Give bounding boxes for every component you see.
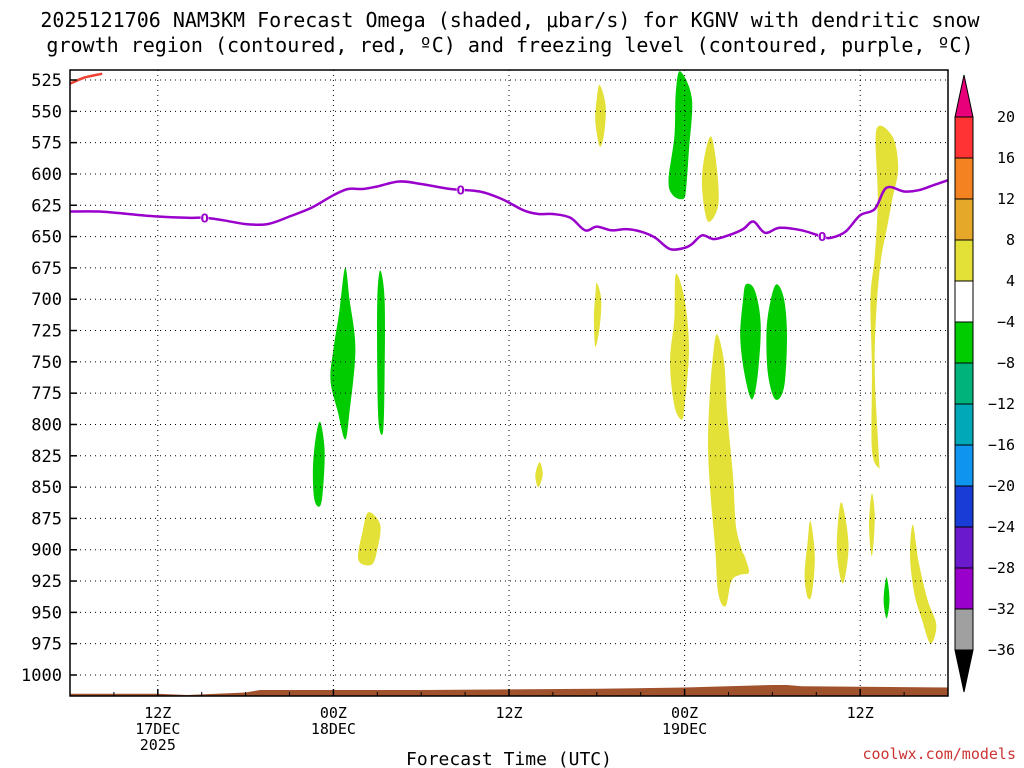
colorbar-segment-13 (954, 608, 974, 651)
xtick-label-54-0: 12Z (847, 704, 874, 722)
pressure-axis: 525 550 575 600 625 650 675 700 725 750 775 800 825 8… (21, 71, 77, 686)
ytick-label-1000: 1000 (21, 666, 62, 686)
omega-region-10 (766, 284, 787, 400)
colorbar-segment-12 (954, 567, 974, 610)
omega-region-7 (377, 270, 385, 435)
colorbar-segment-4 (954, 239, 974, 282)
colorbar-segment-10 (954, 485, 974, 528)
omega-region-16 (836, 502, 849, 584)
xtick-label-6-1: 17DEC (135, 720, 180, 738)
dotted-grid (70, 70, 948, 696)
omega-region-14 (357, 512, 381, 566)
xtick-label-30-0: 12Z (495, 704, 522, 722)
omega-region-8 (593, 282, 602, 347)
colorbar-segment-11 (954, 526, 974, 569)
omega-region-1 (595, 84, 606, 147)
ytick-label-650: 650 (31, 228, 62, 248)
colorbar-label-13: −36 (988, 641, 1015, 659)
ytick-label-700: 700 (31, 290, 62, 310)
freezing-label-bg-1 (200, 210, 209, 225)
colorbar-legend: 20 16 12 8 4 −4 −8 −12 −16 −20 −24 −28 −32 −36 (954, 74, 1015, 693)
ytick-label-625: 625 (31, 196, 62, 216)
plot-frame (69, 69, 949, 697)
colorbar-label-10: −24 (988, 518, 1015, 536)
ytick-label-975: 975 (31, 635, 62, 655)
omega-region-18 (909, 524, 937, 644)
contour-lines: 0 0 0 (69, 72, 949, 251)
omega-region-9 (740, 283, 761, 400)
omega-region-15 (804, 520, 815, 600)
omega-region-3 (701, 136, 719, 222)
freezing-level-label-3: 0 (818, 230, 826, 244)
x-axis-label: Forecast Time (UTC) (406, 749, 612, 768)
colorbar-label-7: −12 (988, 395, 1015, 413)
omega-region-17 (869, 493, 875, 557)
omega-region-11 (707, 334, 750, 607)
colorbar-label-11: −28 (988, 559, 1015, 577)
colorbar-label-5: −4 (997, 313, 1015, 331)
colorbar-segment-8 (954, 403, 974, 446)
ytick-label-950: 950 (31, 603, 62, 623)
colorbar-top-triangle (954, 74, 974, 118)
omega-region-6 (330, 267, 356, 440)
omega-region-12 (312, 421, 325, 507)
xtick-label-18-1: 18DEC (311, 720, 356, 738)
chart-title-line2: growth region (contoured, red, ºC) and f… (46, 33, 973, 57)
colorbar-label-0: 20 (997, 108, 1015, 126)
ytick-label-525: 525 (31, 71, 62, 91)
ytick-label-775: 775 (31, 384, 62, 404)
colorbar-segment-6 (954, 321, 974, 364)
xtick-label-42-1: 19DEC (662, 720, 707, 738)
colorbar-label-2: 12 (997, 190, 1015, 208)
omega-shading (312, 71, 937, 644)
omega-region-4 (670, 273, 689, 420)
freezing-level-label-2: 0 (457, 183, 465, 197)
omega-region-5 (870, 125, 899, 472)
colorbar-segment-7 (954, 362, 974, 405)
colorbar-bottom-triangle (954, 649, 974, 693)
colorbar-label-9: −20 (988, 477, 1015, 495)
colorbar-label-8: −16 (988, 436, 1015, 454)
colorbar-label-6: −8 (997, 354, 1015, 372)
ytick-label-875: 875 (31, 509, 62, 529)
colorbar-segment-1 (954, 116, 974, 159)
freezing-label-bg-3 (818, 229, 827, 244)
chart-title-line1: 2025121706 NAM3KM Forecast Omega (shaded… (40, 8, 980, 32)
freezing-level-line (69, 179, 949, 251)
ytick-label-925: 925 (31, 572, 62, 592)
freezing-label-bg-2 (456, 182, 465, 197)
omega-region-19 (883, 577, 890, 619)
omega-region-2 (668, 71, 693, 200)
dgz-contour-line (69, 72, 103, 85)
colorbar-label-3: 8 (1006, 231, 1015, 249)
xtick-label-6-0: 12Z (144, 704, 171, 722)
ytick-label-900: 900 (31, 541, 62, 561)
xtick-label-6-2: 2025 (140, 736, 176, 754)
colorbar-segment-5 (954, 280, 974, 323)
freezing-level-label-1: 0 (200, 211, 208, 225)
site-credit: coolwx.com/models (862, 745, 1016, 763)
ytick-label-800: 800 (31, 415, 62, 435)
ytick-label-675: 675 (31, 259, 62, 279)
ytick-label-850: 850 (31, 478, 62, 498)
ytick-label-750: 750 (31, 353, 62, 373)
colorbar-segment-2 (954, 157, 974, 200)
colorbar-label-1: 16 (997, 149, 1015, 167)
omega-region-13 (535, 462, 543, 488)
colorbar-segment-9 (954, 444, 974, 487)
ytick-label-725: 725 (31, 322, 62, 342)
xtick-label-18-0: 00Z (320, 704, 347, 722)
xtick-label-42-0: 00Z (671, 704, 698, 722)
colorbar-label-4: 4 (1006, 272, 1015, 290)
ytick-label-825: 825 (31, 447, 62, 467)
ytick-label-600: 600 (31, 165, 62, 185)
colorbar-segment-3 (954, 198, 974, 241)
ytick-label-575: 575 (31, 134, 62, 154)
colorbar-label-12: −32 (988, 600, 1015, 618)
ytick-label-550: 550 (31, 102, 62, 122)
